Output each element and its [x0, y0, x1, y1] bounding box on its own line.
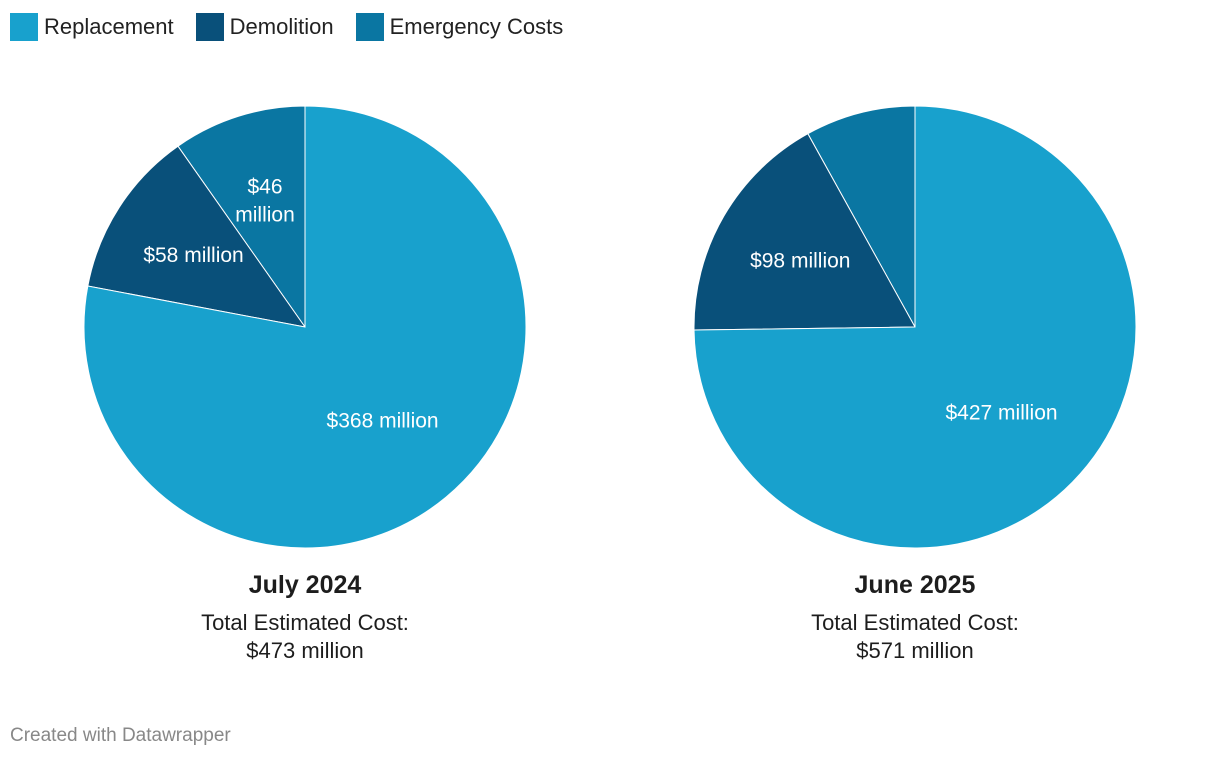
legend: Replacement Demolition Emergency Costs — [10, 13, 585, 41]
chart-subtitle-label: Total Estimated Cost: — [811, 610, 1019, 635]
pie-chart-july-2024: $46 million $58 million $368 million July 20… — [83, 105, 527, 663]
chart-title: June 2025 — [855, 571, 976, 599]
legend-label-emergency-costs: Emergency Costs — [389, 14, 564, 39]
slice-label-demolition: $98 million — [750, 249, 850, 272]
pie-chart-june-2025: $98 million $427 million June 2025 Total Es… — [693, 105, 1137, 663]
pie-slice-replacement — [693, 105, 1137, 549]
legend-swatch-emergency-costs — [355, 13, 384, 41]
chart-subtitle-total: $473 million — [246, 638, 363, 663]
legend-item-emergency-costs: Emergency Costs — [355, 13, 564, 41]
pie-slice-demolition — [87, 145, 307, 328]
chart-subtitle-total: $571 million — [856, 638, 973, 663]
pie-slice-demolition — [693, 133, 916, 331]
slice-label-demolition: $58 million — [143, 244, 243, 267]
slice-label-emergency-costs: $46 million — [235, 176, 295, 227]
legend-label-demolition: Demolition — [229, 14, 334, 39]
legend-item-replacement: Replacement — [10, 13, 174, 41]
slice-label-replacement: $368 million — [327, 410, 439, 433]
chart-title: July 2024 — [249, 571, 362, 599]
legend-label-replacement: Replacement — [44, 14, 174, 39]
legend-swatch-demolition — [195, 13, 224, 41]
pie-slice-emergency-costs — [177, 105, 306, 329]
legend-swatch-replacement — [10, 13, 38, 41]
legend-item-demolition: Demolition — [195, 13, 334, 41]
chart-subtitle-label: Total Estimated Cost: — [201, 610, 409, 635]
slice-label-replacement: $427 million — [945, 401, 1057, 424]
footer-credit: Created with Datawrapper — [10, 725, 231, 746]
pie-slice-replacement — [83, 105, 527, 549]
pie-slice-emergency-costs — [807, 105, 916, 329]
